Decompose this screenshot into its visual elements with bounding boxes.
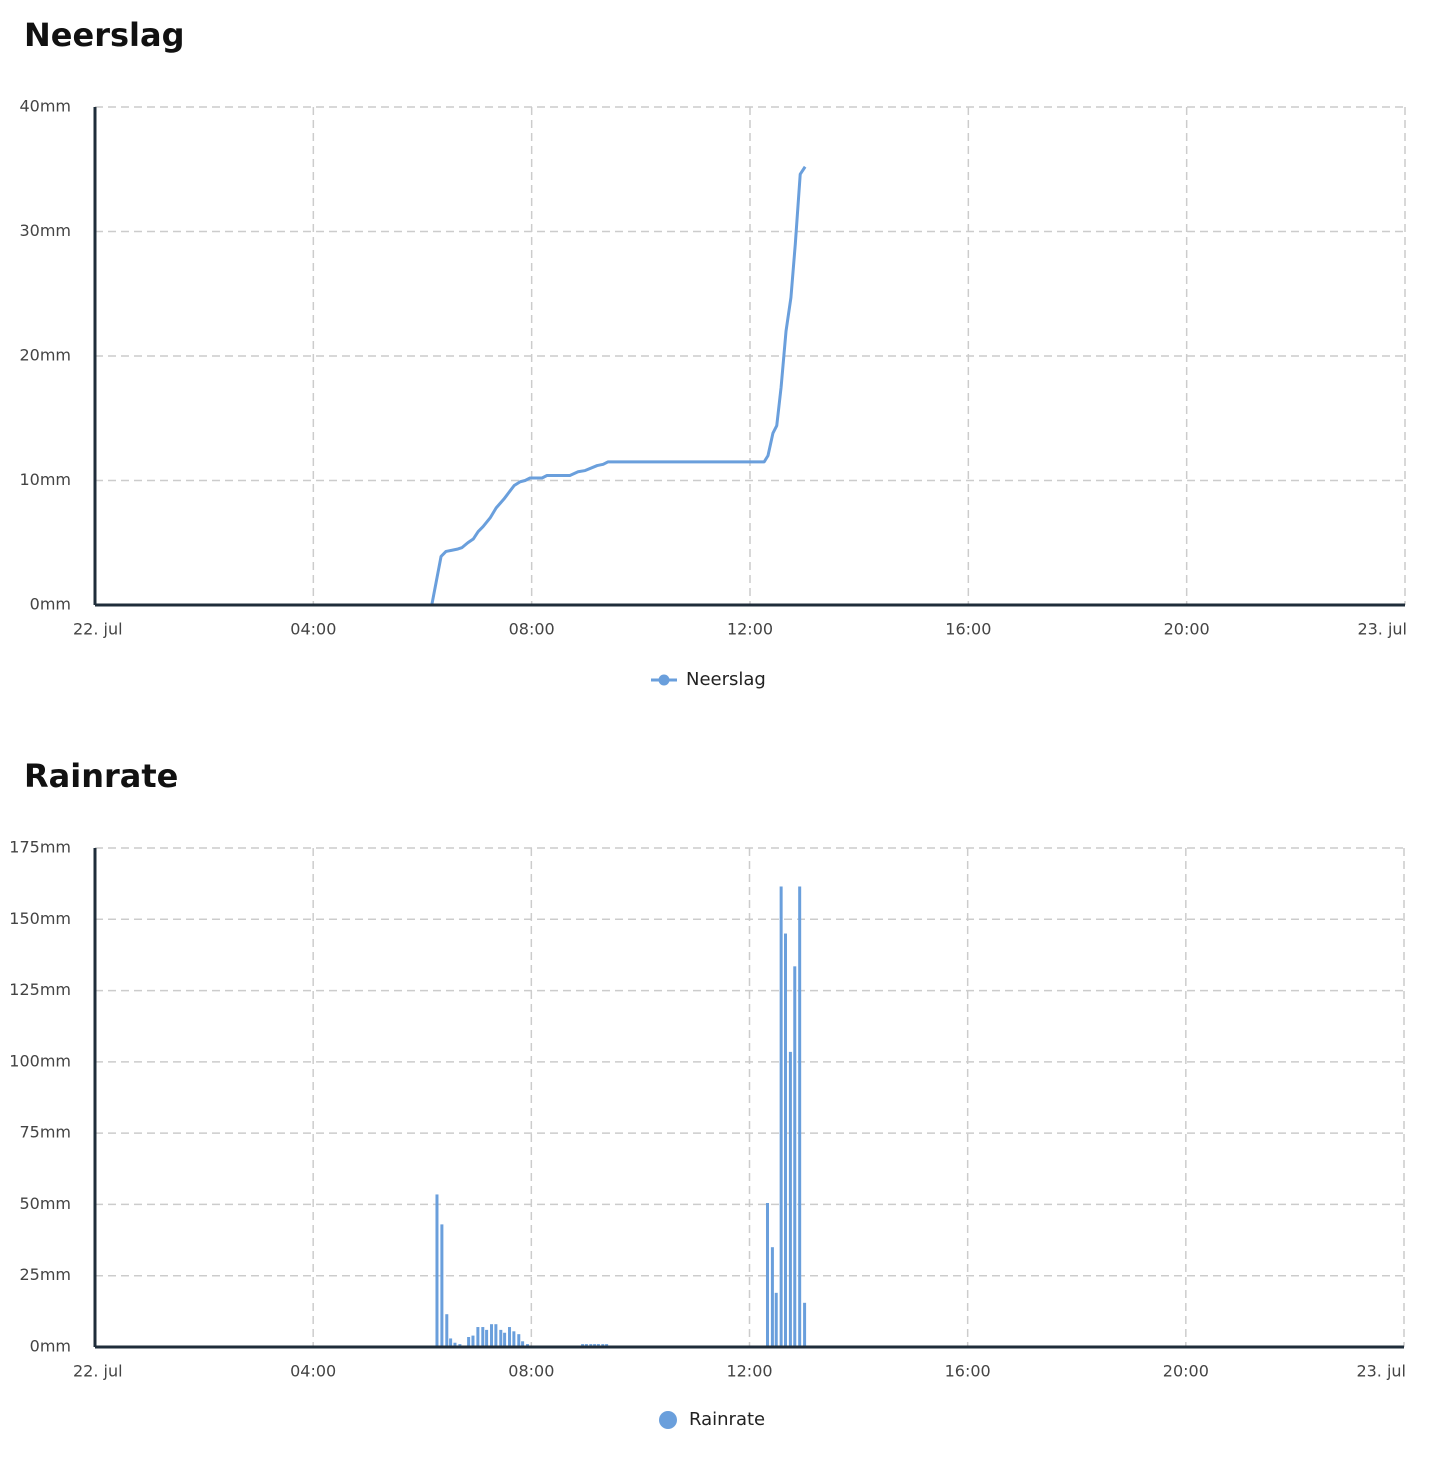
bar xyxy=(467,1337,471,1347)
y-tick-label: 20mm xyxy=(19,346,71,365)
bar xyxy=(521,1341,525,1347)
bar xyxy=(774,1292,778,1347)
x-tick-label: 20:00 xyxy=(1163,1362,1209,1381)
bar xyxy=(440,1224,444,1347)
chart-title: Neerslag xyxy=(24,16,184,54)
x-tick-label: 22. jul xyxy=(73,620,123,639)
y-tick-label: 40mm xyxy=(19,97,71,116)
x-tick-label: 16:00 xyxy=(945,1362,991,1381)
bar xyxy=(765,1203,769,1347)
y-tick-label: 75mm xyxy=(19,1123,71,1142)
bar xyxy=(783,933,787,1347)
bar xyxy=(798,886,802,1347)
y-tick-label: 150mm xyxy=(9,909,71,928)
bar xyxy=(779,886,783,1347)
bar xyxy=(770,1247,774,1347)
x-tick-label: 22. jul xyxy=(73,1362,123,1381)
x-tick-label: 04:00 xyxy=(290,1362,336,1381)
bar xyxy=(517,1334,521,1347)
bar xyxy=(453,1342,457,1347)
bar xyxy=(788,1051,792,1347)
y-tick-label: 100mm xyxy=(9,1051,71,1070)
bar xyxy=(508,1327,512,1347)
bar xyxy=(490,1324,494,1347)
legend-marker xyxy=(658,674,670,686)
bar xyxy=(503,1332,507,1347)
bar xyxy=(449,1338,453,1347)
bar xyxy=(445,1314,449,1347)
bar xyxy=(476,1327,480,1347)
bar xyxy=(803,1302,807,1347)
legend-label: Rainrate xyxy=(689,1409,765,1430)
y-tick-label: 125mm xyxy=(9,980,71,999)
bar xyxy=(494,1324,498,1347)
x-tick-label: 23. jul xyxy=(1356,1362,1406,1381)
x-tick-label: 16:00 xyxy=(945,620,991,639)
x-tick-label: 23. jul xyxy=(1357,620,1407,639)
y-tick-label: 175mm xyxy=(9,838,71,857)
bar xyxy=(481,1327,485,1347)
legend-label: Neerslag xyxy=(686,669,766,690)
y-tick-label: 50mm xyxy=(19,1194,71,1213)
bar xyxy=(471,1335,475,1347)
y-tick-label: 30mm xyxy=(19,221,71,240)
x-tick-label: 04:00 xyxy=(290,620,336,639)
line xyxy=(95,165,807,607)
x-tick-label: 12:00 xyxy=(727,620,773,639)
y-tick-label: 0mm xyxy=(30,595,71,614)
bar xyxy=(499,1329,503,1347)
bar xyxy=(435,1194,439,1347)
x-tick-label: 12:00 xyxy=(726,1362,772,1381)
y-tick-label: 25mm xyxy=(19,1265,71,1284)
bar xyxy=(512,1331,516,1347)
bar xyxy=(485,1329,489,1347)
chart-title: Rainrate xyxy=(24,757,178,795)
y-tick-label: 0mm xyxy=(30,1337,71,1356)
x-tick-label: 08:00 xyxy=(509,620,555,639)
x-tick-label: 20:00 xyxy=(1164,620,1210,639)
x-tick-label: 08:00 xyxy=(508,1362,554,1381)
y-tick-label: 10mm xyxy=(19,470,71,489)
bar xyxy=(793,966,797,1347)
legend-marker xyxy=(659,1411,677,1429)
